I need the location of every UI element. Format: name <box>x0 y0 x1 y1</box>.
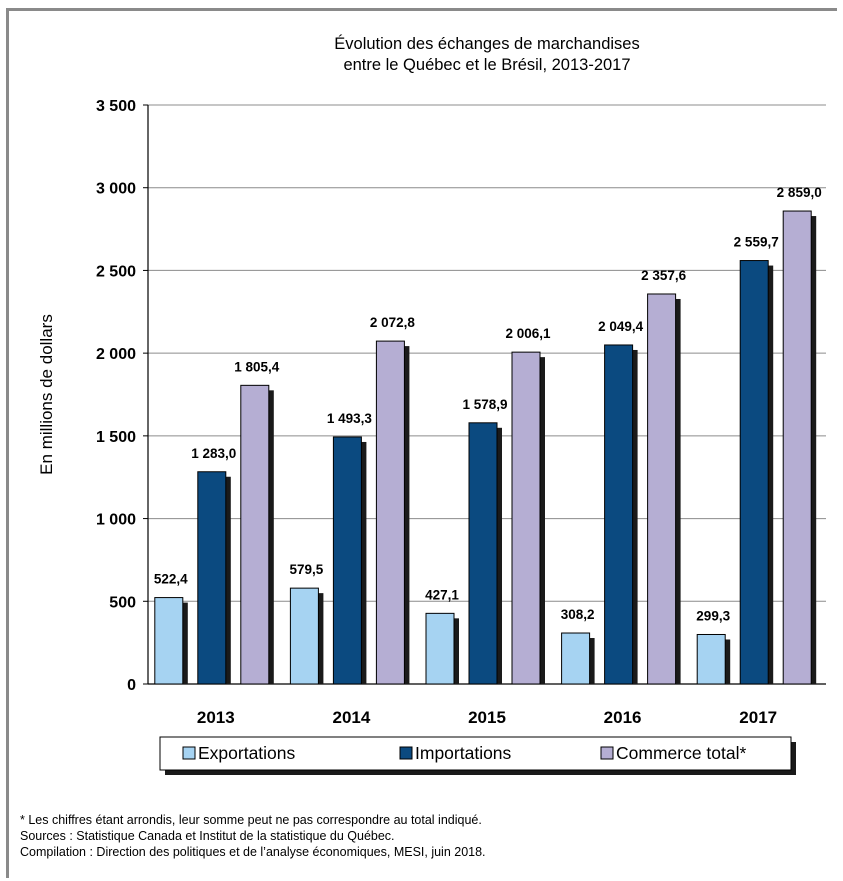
data-label: 1 493,3 <box>327 411 373 426</box>
bar-importations <box>739 260 769 685</box>
data-label: 299,3 <box>696 608 730 623</box>
legend-swatch-importations <box>399 746 413 760</box>
data-label: 1 578,9 <box>462 397 507 412</box>
bar-commerce-total <box>782 210 812 685</box>
y-axis-title: En millions de dollars <box>37 314 56 475</box>
bar-exportations <box>154 597 184 685</box>
legend-swatch-commerce-total <box>600 746 614 760</box>
data-label: 2 357,6 <box>641 268 687 283</box>
data-label: 579,5 <box>290 562 324 577</box>
legend-label-commerce-total: Commerce total* <box>616 743 747 763</box>
x-category-label: 2014 <box>332 708 370 727</box>
chart-notes: * Les chiffres étant arrondis, leur somm… <box>20 812 486 860</box>
bar-commerce-total <box>647 293 677 685</box>
bar-exportations <box>289 587 319 685</box>
bar-importations <box>197 471 227 685</box>
x-category-label: 2016 <box>604 708 642 727</box>
bar-exportations <box>696 633 726 685</box>
data-label: 1 805,4 <box>234 359 280 374</box>
data-label: 2 072,8 <box>370 315 416 330</box>
legend-box <box>159 736 792 771</box>
bar-exportations <box>425 612 455 685</box>
chart-title-line: entre le Québec et le Brésil, 2013-2017 <box>343 56 630 74</box>
sources-note: Sources : Statistique Canada et Institut… <box>20 829 395 843</box>
x-category-label: 2017 <box>739 708 777 727</box>
data-label: 1 283,0 <box>191 446 236 461</box>
compilation-note: Compilation : Direction des politiques e… <box>20 845 486 859</box>
bar-importations <box>604 344 634 685</box>
legend-label-importations: Importations <box>415 743 512 763</box>
y-tick-label: 3 000 <box>96 181 136 198</box>
legend-label-exportations: Exportations <box>198 743 296 763</box>
y-tick-label: 500 <box>109 594 136 611</box>
bar-commerce-total <box>240 384 270 685</box>
data-label: 427,1 <box>425 587 459 602</box>
data-label: 2 006,1 <box>505 326 551 341</box>
x-category-label: 2013 <box>197 708 235 727</box>
bar-commerce-total <box>375 340 405 685</box>
data-label: 2 859,0 <box>777 185 822 200</box>
y-tick-label: 0 <box>127 677 136 694</box>
bar-importations <box>468 422 498 685</box>
chart-title-line: Évolution des échanges de marchandises <box>334 34 639 53</box>
chart-frame <box>6 8 837 878</box>
data-label: 522,4 <box>154 572 188 587</box>
y-tick-label: 1 000 <box>96 512 136 529</box>
y-tick-label: 1 500 <box>96 429 136 446</box>
x-category-label: 2015 <box>468 708 506 727</box>
bar-importations <box>332 436 362 685</box>
bar-chart: Évolution des échanges de marchandises en… <box>37 34 826 775</box>
bar-commerce-total <box>511 351 541 685</box>
rounding-note: * Les chiffres étant arrondis, leur somm… <box>20 813 482 827</box>
data-label: 2 049,4 <box>598 319 644 334</box>
y-tick-label: 2 000 <box>96 346 136 363</box>
y-tick-label: 3 500 <box>96 98 136 115</box>
data-label: 308,2 <box>561 607 595 622</box>
bar-exportations <box>561 632 591 685</box>
legend-swatch-exportations <box>182 746 196 760</box>
y-tick-label: 2 500 <box>96 263 136 280</box>
data-label: 2 559,7 <box>734 235 779 250</box>
